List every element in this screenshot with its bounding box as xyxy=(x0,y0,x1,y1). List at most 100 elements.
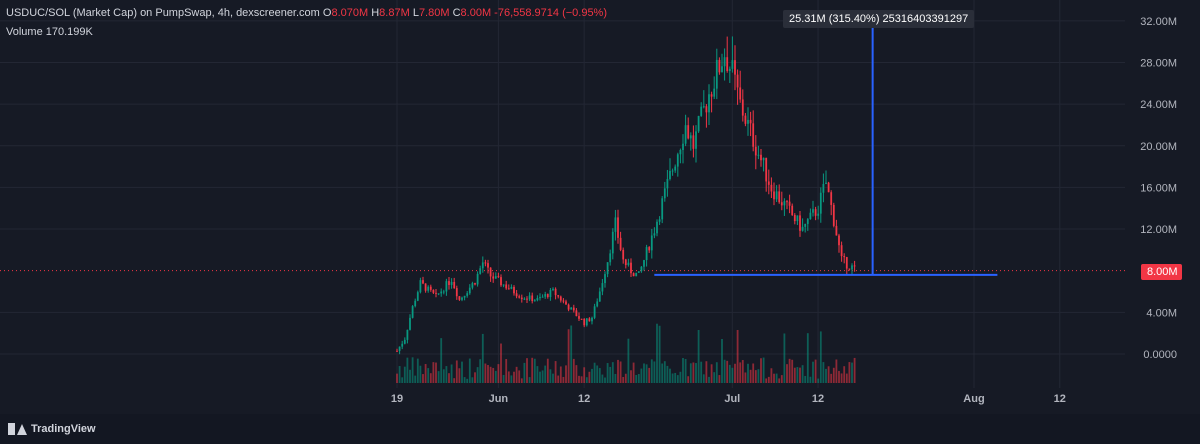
volume-bar xyxy=(822,362,825,383)
volume-bar xyxy=(710,364,713,383)
volume-bar xyxy=(609,366,612,383)
candle-body xyxy=(624,259,627,266)
volume-bar xyxy=(770,368,773,383)
candle-body xyxy=(422,280,424,284)
volume-bar xyxy=(778,378,781,383)
candle-body xyxy=(531,295,534,302)
candle-body xyxy=(489,267,492,277)
volume-bar xyxy=(497,364,500,383)
volume-bar xyxy=(588,371,591,383)
candle-body xyxy=(494,276,497,279)
tradingview-icon xyxy=(8,423,27,435)
candle-body xyxy=(528,295,531,300)
candle-body xyxy=(721,66,723,73)
candle-body xyxy=(710,94,713,97)
candle-body xyxy=(471,283,474,288)
candle-body xyxy=(682,143,684,150)
volume-bar xyxy=(663,361,666,383)
candle-body xyxy=(799,215,801,231)
candle-body xyxy=(588,318,591,322)
volume-bar xyxy=(804,375,807,383)
volume-bar xyxy=(445,366,448,383)
volume-bar xyxy=(827,366,830,383)
volume-bar xyxy=(830,373,833,383)
candle-body xyxy=(845,257,848,269)
volume-bar xyxy=(775,373,778,383)
candle-body xyxy=(809,212,812,220)
candle-body xyxy=(762,157,765,161)
candle-body xyxy=(557,295,560,297)
volume-bar xyxy=(401,377,404,383)
volume-bar xyxy=(674,372,677,383)
volume-bar xyxy=(611,362,614,383)
candle-body xyxy=(424,283,427,291)
candle-body xyxy=(419,280,422,293)
candle-body xyxy=(409,317,411,330)
volume-bar xyxy=(533,358,536,383)
candle-body xyxy=(611,231,614,254)
volume-bar xyxy=(708,376,710,383)
candle-body xyxy=(775,191,778,200)
legend-open-label: O xyxy=(322,7,332,19)
candle-body xyxy=(484,262,487,264)
candle-body xyxy=(702,106,705,108)
volume-bar xyxy=(622,376,625,383)
candle-body xyxy=(497,276,500,278)
volume-bar xyxy=(598,368,601,383)
x-tick-label: Jul xyxy=(724,393,740,405)
volume-bar xyxy=(752,363,755,383)
candle-body xyxy=(760,154,762,161)
volume-bar xyxy=(531,357,534,383)
volume-bar xyxy=(414,375,417,383)
volume-bar xyxy=(689,363,692,383)
candle-body xyxy=(398,346,401,351)
volume-bar xyxy=(604,377,606,383)
volume-bar xyxy=(585,377,588,383)
volume-bar xyxy=(484,363,487,383)
candle-body xyxy=(614,217,617,232)
candle-body xyxy=(455,288,458,297)
candle-body xyxy=(778,191,781,203)
candle-body xyxy=(468,287,471,294)
volume-bar xyxy=(632,362,635,383)
candle-body xyxy=(448,281,450,285)
volume-bar xyxy=(476,367,479,383)
candle-body xyxy=(502,284,505,286)
volume-bar xyxy=(812,361,814,383)
volume-bar xyxy=(838,370,840,383)
candle-body xyxy=(565,301,567,305)
candle-body xyxy=(780,202,783,206)
volume-legend: Volume 170.199K xyxy=(6,26,93,38)
volume-bar xyxy=(817,378,820,383)
candle-body xyxy=(466,293,469,296)
volume-bar xyxy=(601,374,604,383)
volume-bar xyxy=(619,361,622,383)
candle-body xyxy=(507,288,510,290)
volume-bar xyxy=(676,375,679,383)
candle-body xyxy=(773,191,775,200)
volume-bar xyxy=(848,362,851,383)
x-tick-label: 12 xyxy=(578,393,590,405)
candle-body xyxy=(474,283,476,285)
volume-bar xyxy=(669,368,671,383)
candle-body xyxy=(715,59,718,89)
volume-bar xyxy=(806,333,809,383)
candle-body xyxy=(585,318,588,326)
volume-bar xyxy=(845,373,848,383)
candle-body xyxy=(801,226,804,231)
candle-body xyxy=(546,294,549,298)
volume-bar xyxy=(572,358,575,383)
volume-bar xyxy=(796,367,799,383)
candle-body xyxy=(437,293,440,295)
candle-body xyxy=(728,68,731,71)
candle-body xyxy=(726,57,729,71)
candle-body xyxy=(812,209,814,213)
candle-body xyxy=(635,272,638,277)
tradingview-logo[interactable]: TradingView xyxy=(8,423,96,435)
volume-bar xyxy=(723,359,726,383)
volume-bar xyxy=(515,366,518,383)
volume-bar xyxy=(731,367,734,383)
price-chart[interactable]: 32.00M 28.00M 24.00M 20.00M 16.00M 12.00M 4.00… xyxy=(0,0,1200,414)
volume-bar xyxy=(606,363,609,383)
volume-bar xyxy=(814,359,817,383)
